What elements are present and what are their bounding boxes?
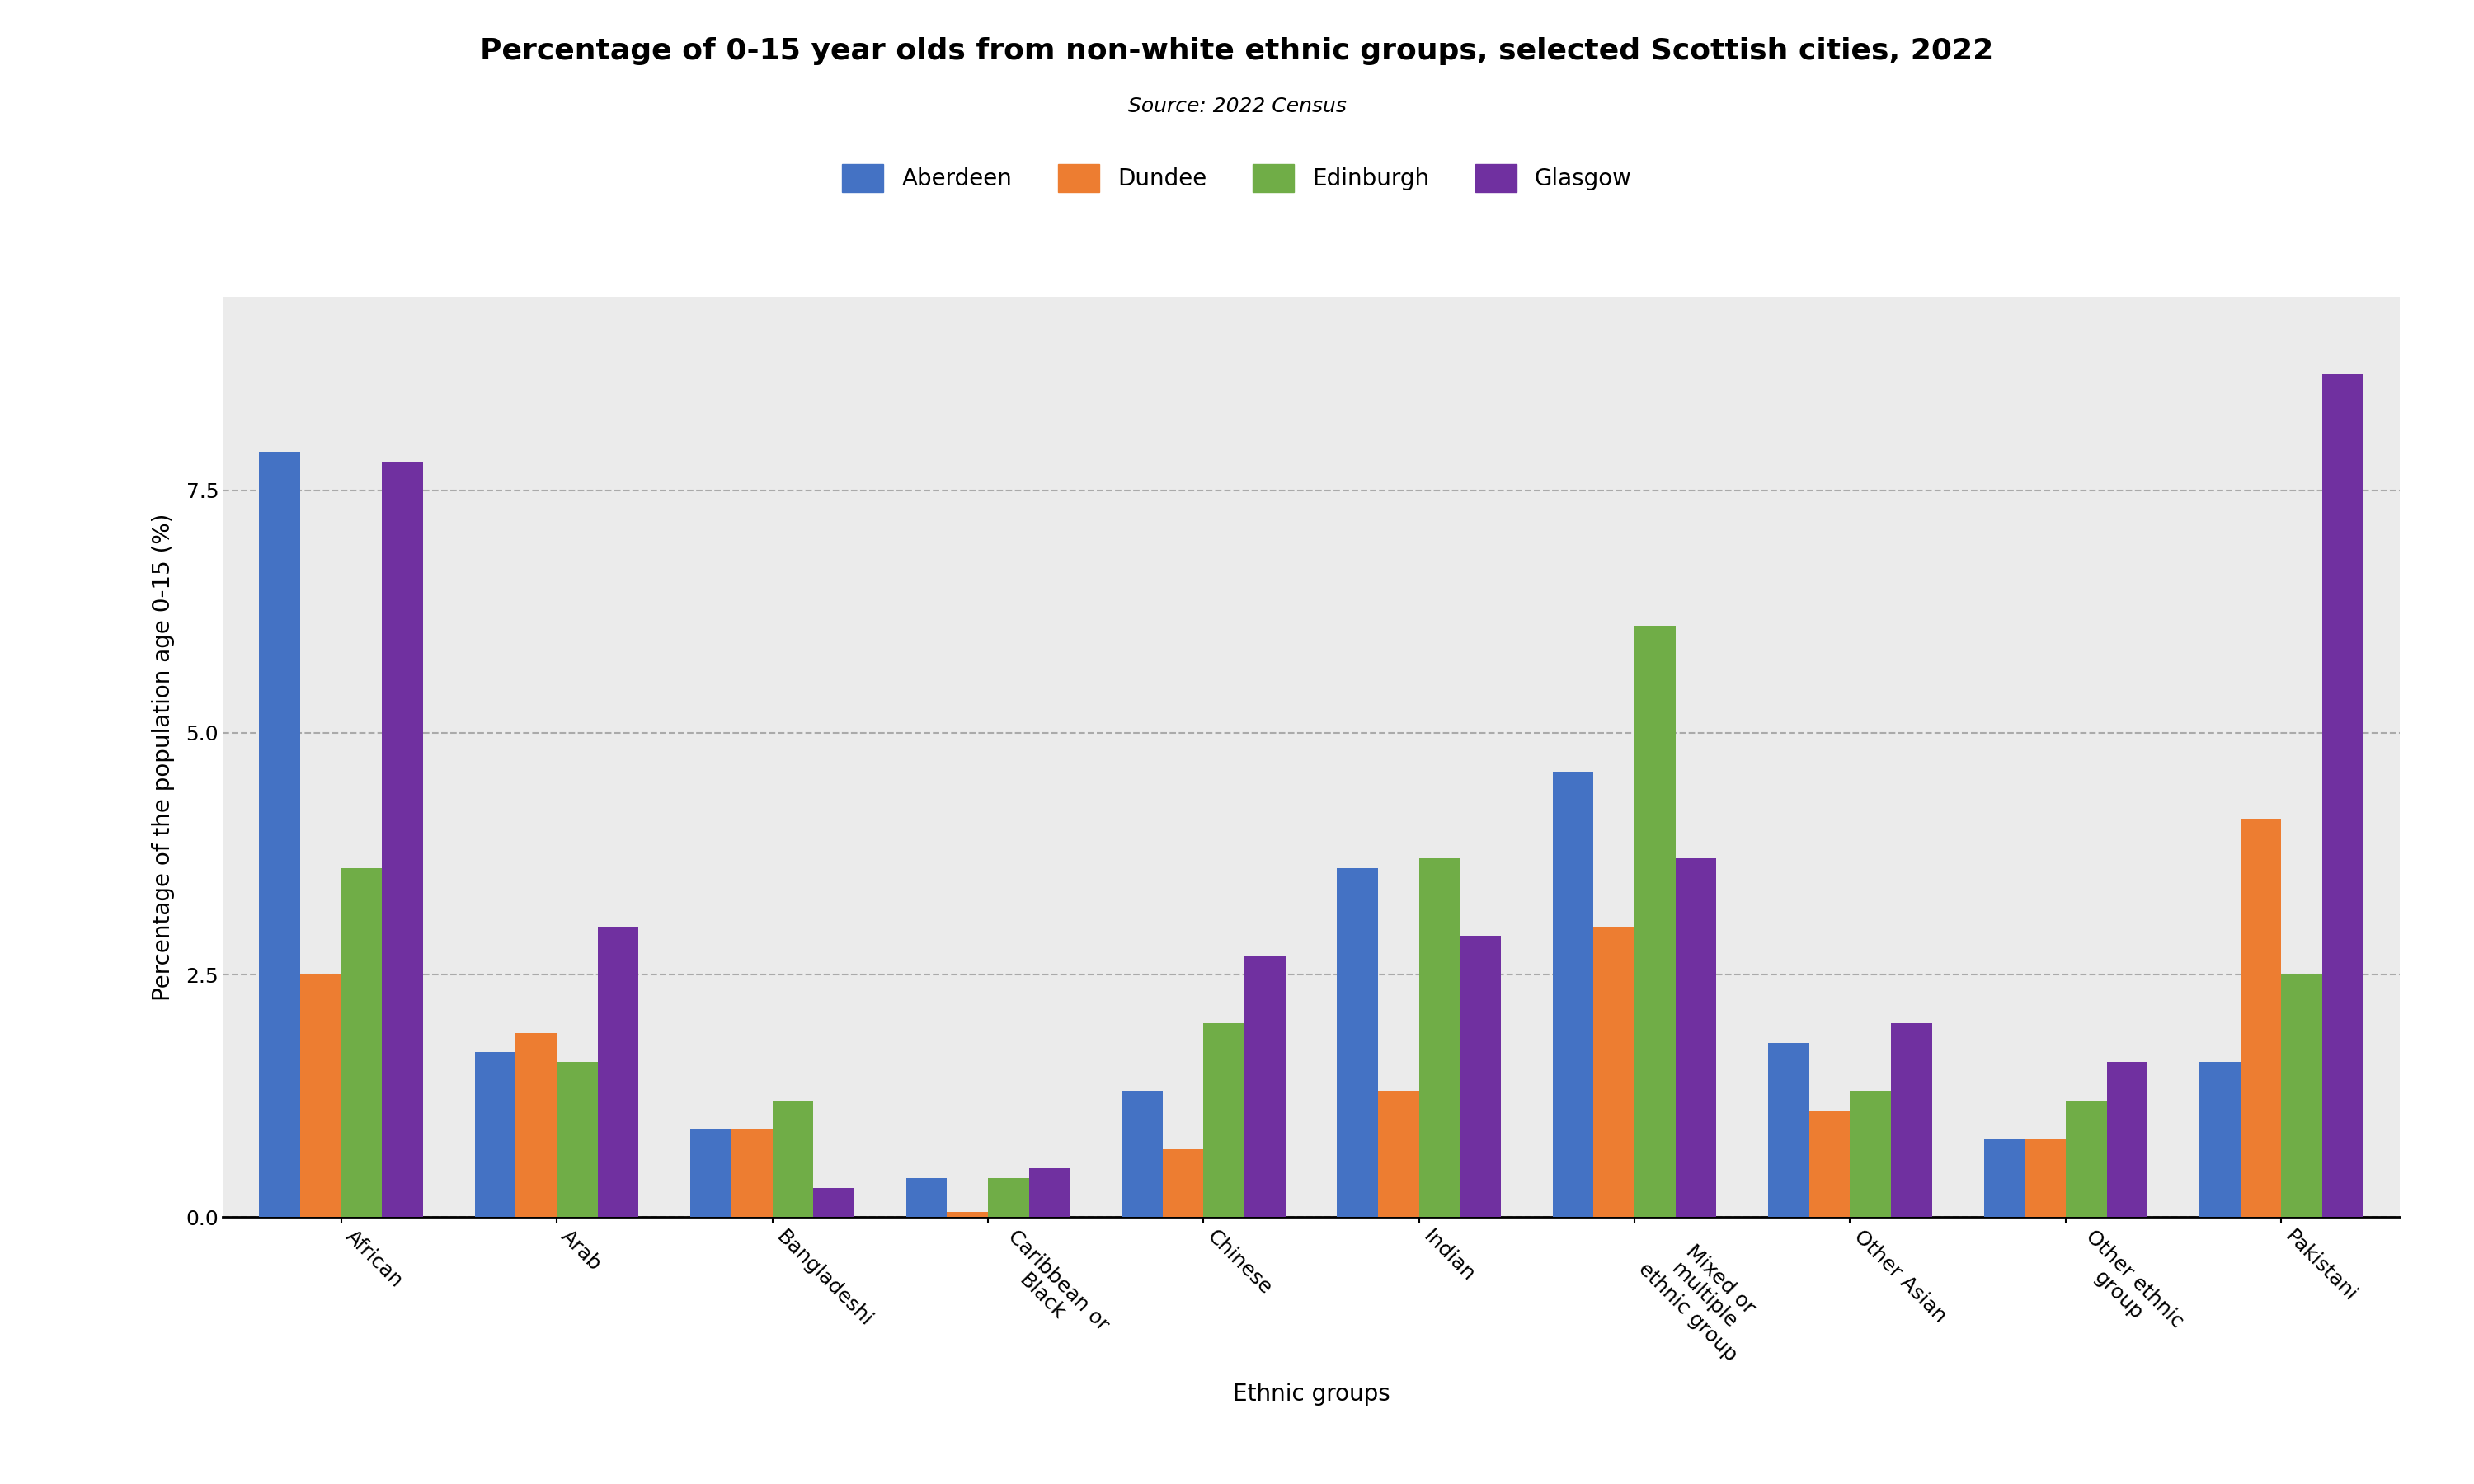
Bar	[515, 1033, 557, 1217]
Bar	[1984, 1140, 2024, 1217]
Bar	[341, 868, 381, 1217]
Bar	[1336, 868, 1378, 1217]
Bar	[2281, 975, 2323, 1217]
Bar	[475, 1052, 515, 1217]
Bar	[1202, 1022, 1244, 1217]
Bar	[381, 462, 423, 1217]
Bar	[1890, 1022, 1932, 1217]
Bar	[599, 926, 638, 1217]
Bar	[260, 451, 299, 1217]
Bar	[2024, 1140, 2066, 1217]
Bar	[2323, 374, 2363, 1217]
Text: Percentage of 0-15 year olds from non-white ethnic groups, selected Scottish cit: Percentage of 0-15 year olds from non-wh…	[480, 37, 1994, 65]
Y-axis label: Percentage of the population age 0-15 (%): Percentage of the population age 0-15 (%…	[151, 513, 176, 1000]
X-axis label: Ethnic groups: Ethnic groups	[1232, 1383, 1390, 1405]
Bar	[1593, 926, 1635, 1217]
Bar	[2199, 1063, 2241, 1217]
Bar	[1460, 936, 1502, 1217]
Bar	[690, 1129, 732, 1217]
Bar	[2066, 1101, 2108, 1217]
Text: Source: 2022 Census: Source: 2022 Census	[1128, 96, 1346, 116]
Bar	[1808, 1110, 1851, 1217]
Bar	[1378, 1091, 1420, 1217]
Bar	[1554, 772, 1593, 1217]
Bar	[1635, 626, 1675, 1217]
Bar	[1029, 1168, 1069, 1217]
Bar	[732, 1129, 772, 1217]
Bar	[814, 1187, 854, 1217]
Bar	[1420, 859, 1460, 1217]
Bar	[557, 1063, 599, 1217]
Bar	[948, 1212, 987, 1217]
Bar	[299, 975, 341, 1217]
Bar	[1769, 1043, 1808, 1217]
Bar	[1163, 1149, 1202, 1217]
Bar	[1851, 1091, 1890, 1217]
Bar	[1244, 956, 1286, 1217]
Bar	[772, 1101, 814, 1217]
Bar	[2108, 1063, 2147, 1217]
Bar	[1675, 859, 1717, 1217]
Bar	[987, 1178, 1029, 1217]
Legend: Aberdeen, Dundee, Edinburgh, Glasgow: Aberdeen, Dundee, Edinburgh, Glasgow	[831, 153, 1643, 203]
Bar	[2241, 819, 2281, 1217]
Bar	[905, 1178, 948, 1217]
Bar	[1121, 1091, 1163, 1217]
